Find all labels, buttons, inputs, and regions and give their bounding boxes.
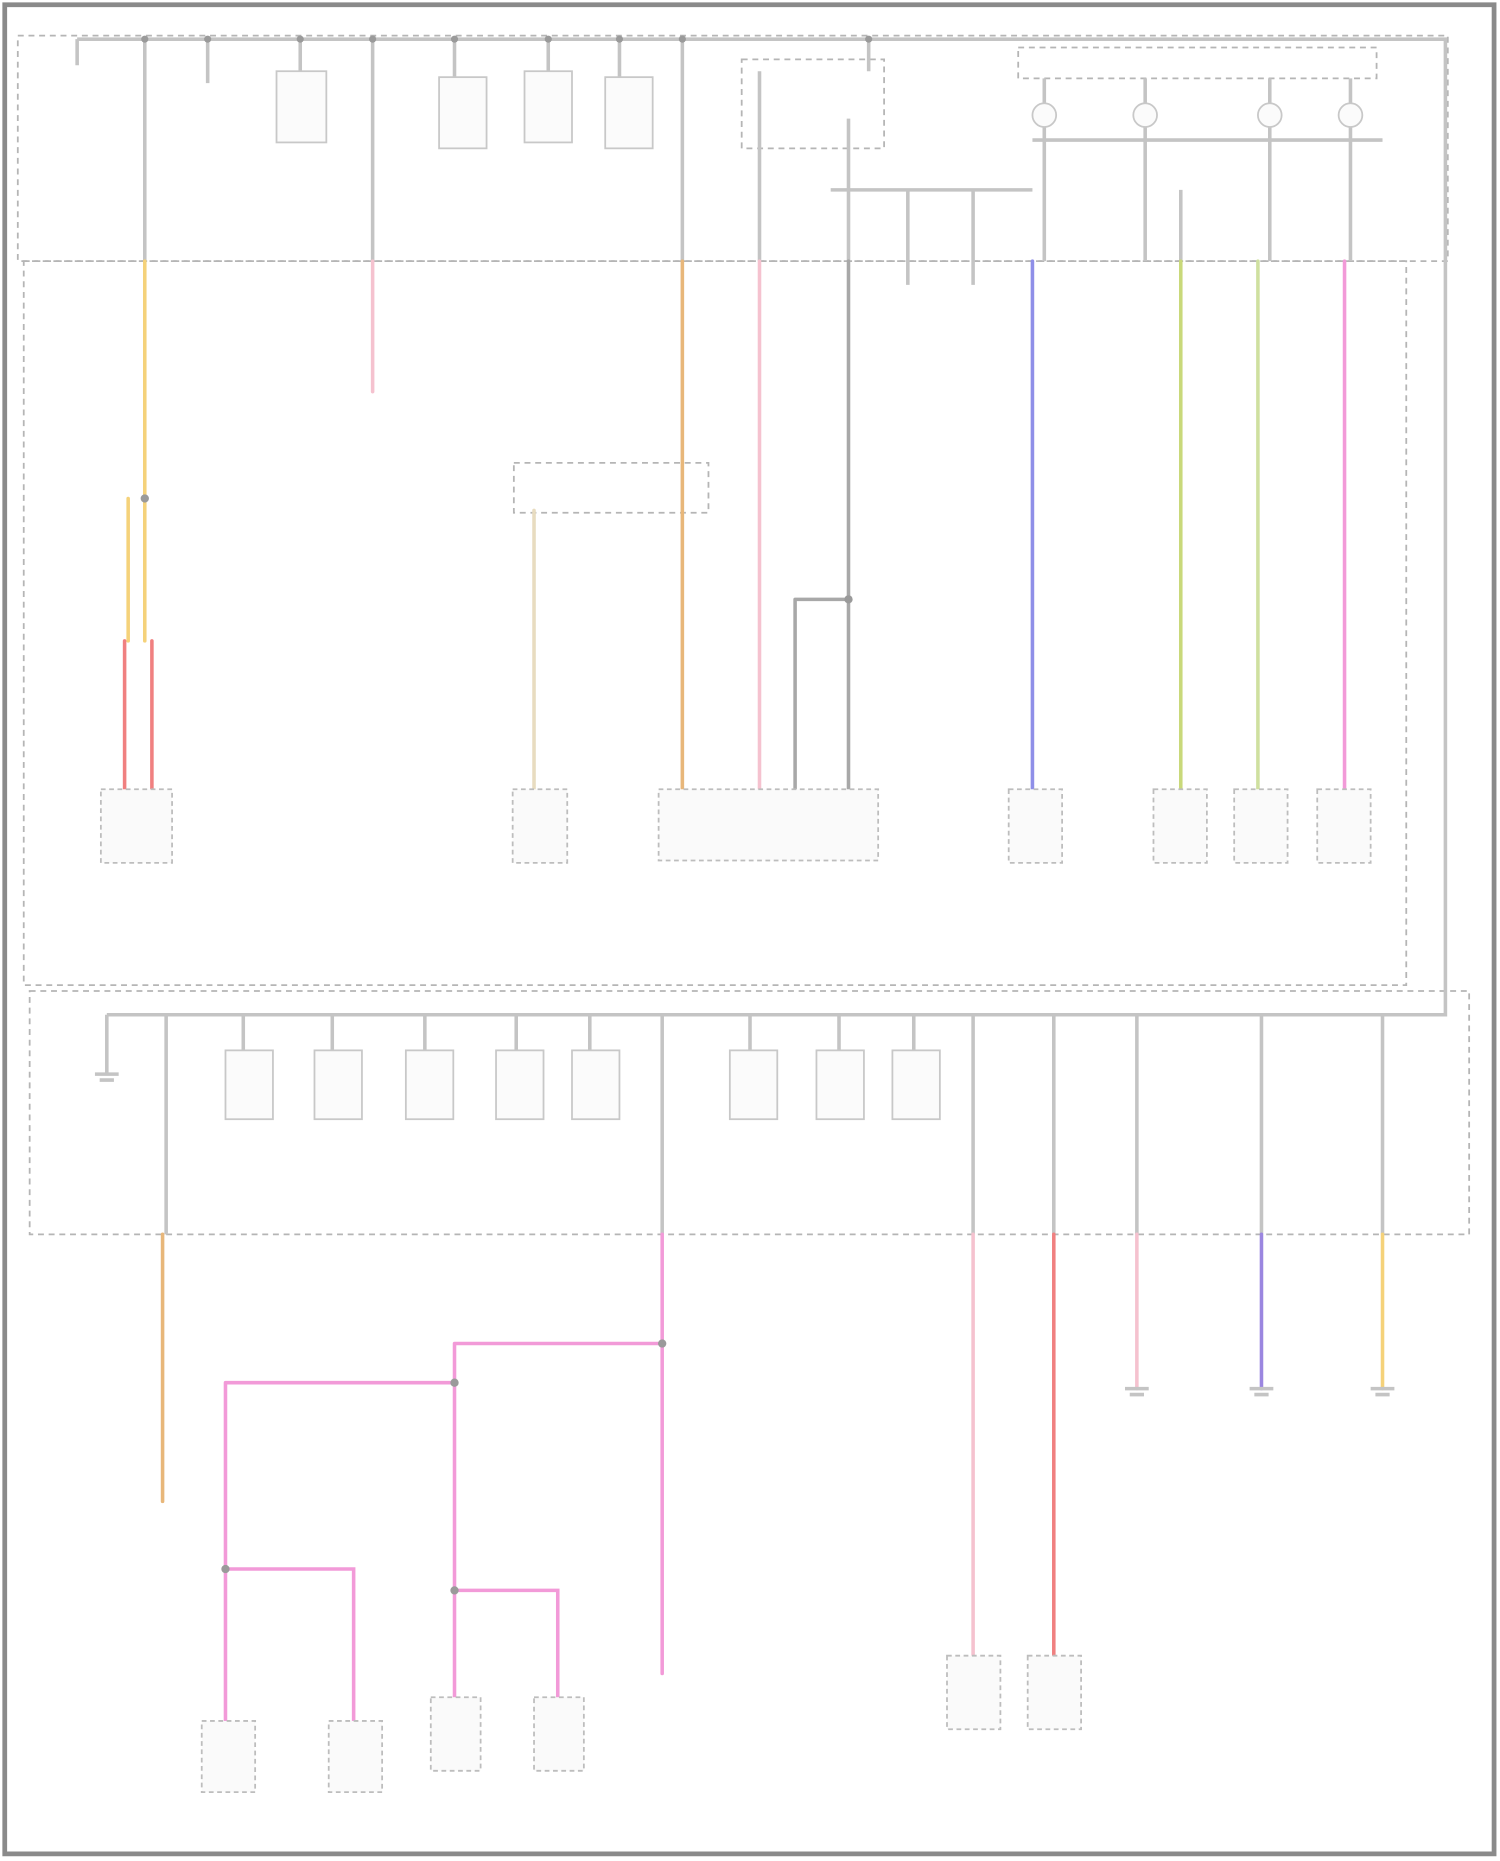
relay-frame (740, 58, 885, 150)
lamp-icon (1337, 102, 1364, 128)
harness-region-upper (22, 260, 1408, 986)
fuse-box-region-top (16, 34, 1449, 262)
power-bus-top (77, 37, 1448, 1017)
fuse-nodes (141, 35, 873, 43)
splice-nodes (140, 494, 853, 1595)
ground-module-box (1017, 46, 1378, 80)
ground-symbols (94, 1072, 1395, 1397)
lower-fuse-drops (105, 1014, 1385, 1235)
lamp-icon (1031, 102, 1058, 128)
fuse-box-region-lower (28, 990, 1471, 1236)
upper-wires (122, 259, 1347, 792)
lower-components (200, 1654, 1082, 1794)
lower-wires (160, 1232, 1385, 1723)
top-fuse-drops (75, 39, 1353, 285)
lamp-icon (1257, 102, 1283, 128)
lower-relays (224, 1049, 941, 1121)
splice-box (512, 461, 710, 514)
upper-components (99, 788, 1372, 864)
lamp-icon (1132, 102, 1158, 128)
top-relays (275, 70, 1364, 150)
